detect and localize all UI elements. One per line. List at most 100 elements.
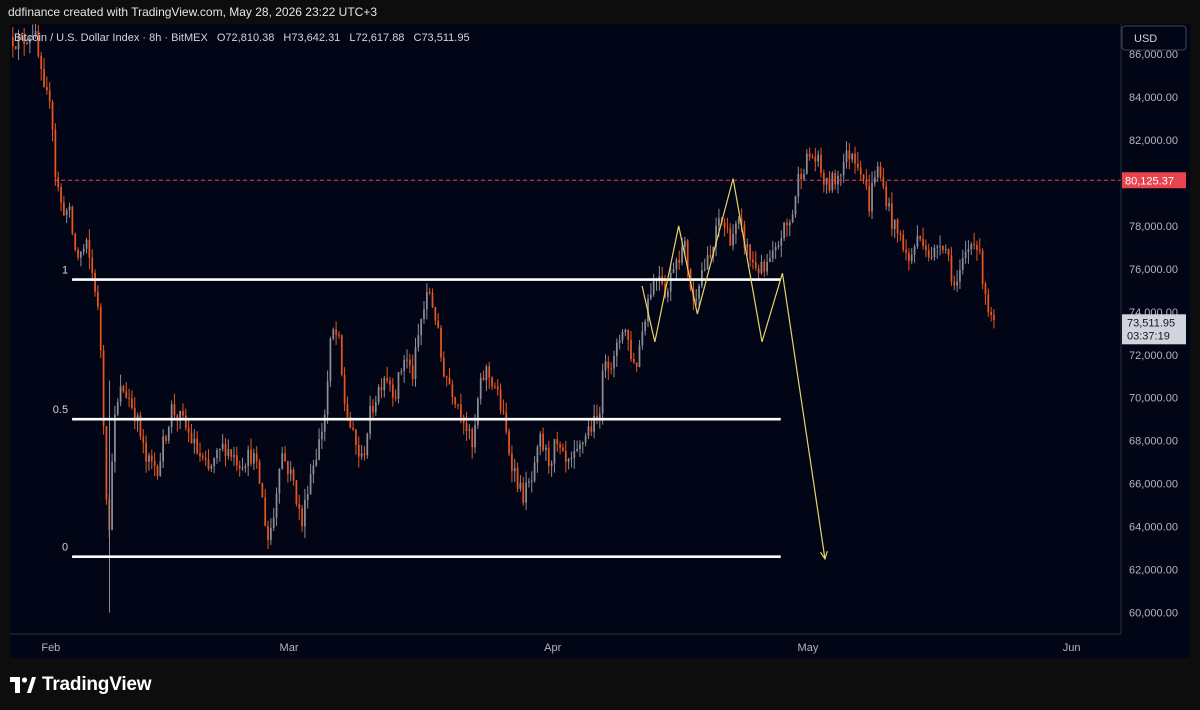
candle-body [400,371,403,373]
candle-body [618,340,621,343]
candle-body [332,329,335,339]
candle-body [919,235,922,239]
candle-body [68,206,71,211]
candle-body [947,249,950,256]
candle-body [604,361,607,371]
candle-body [706,255,709,270]
chart-area[interactable]: 1 0.5 0 60,000.00 62,000.00 64,000.00 66,000.… [10,20,1190,658]
candle-body [658,275,661,280]
time-tick-label: May [798,642,819,654]
projection-arrowhead [819,551,828,561]
candle-body [131,398,133,408]
candle-body [797,173,800,197]
candle-body [811,156,814,158]
candle-body [825,177,828,185]
candle-body [389,380,391,385]
candle-body [822,172,825,185]
price-tick-label: 82,000.00 [1129,135,1178,147]
price-tick-label: 60,000.00 [1129,608,1178,620]
candle-body [116,402,119,415]
candle-body [474,425,476,448]
candle-body [530,480,533,482]
time-axis[interactable]: Feb Mar Apr May Jun [41,642,1080,654]
candle-body [525,482,527,503]
footer: TradingView [0,658,1200,710]
candle-body [201,456,204,458]
candle-body [970,244,973,250]
candle-body [97,291,99,307]
candle-body [216,450,218,459]
candle-body [414,347,417,380]
candle-body [199,453,201,457]
price-tick-label: 70,000.00 [1129,393,1178,405]
candle-body [652,280,655,295]
candle-body [839,175,842,177]
candle-body [397,372,400,399]
candle-body [562,447,564,451]
currency-button[interactable]: USD [1121,25,1187,51]
last-price-badge [1122,314,1186,345]
candle-body [791,214,794,223]
candle-body [343,374,346,404]
candle-body [128,398,130,400]
candle-body [204,457,207,460]
candle-body [411,365,414,380]
candle-body [899,233,902,235]
candle-body [621,332,624,341]
candle-body [964,251,967,259]
candle-body [845,150,848,162]
candle-body [295,480,298,504]
alert-price-label: 80,125.37 [1125,175,1174,187]
candle-body [570,457,573,459]
candle-body [340,335,343,375]
price-axis[interactable]: 60,000.00 62,000.00 64,000.00 66,000.00 68,0… [1122,49,1186,620]
candle-body [703,269,706,271]
candle-body [686,240,689,269]
time-tick-label: Jun [1063,642,1081,654]
candle-body [258,461,261,484]
candle-body [927,250,930,258]
candle-body [780,238,783,246]
currency-label: USD [1134,33,1157,45]
time-tick-label: Feb [41,642,60,654]
candle-body [420,319,423,336]
candle-body [550,463,553,466]
candle-body [403,359,406,372]
ohlc-close: C73,511.95 [414,32,470,44]
candle-body [910,254,913,262]
attribution-bar: ddfinance created with TradingView.com, … [0,0,1200,24]
candle-body [641,331,644,346]
candle-body [576,449,578,451]
candle-body [564,450,567,462]
candle-body [31,35,34,38]
candle-body [876,166,879,178]
candle-body [746,244,749,248]
candle-body [346,403,349,417]
candle-body [133,407,136,422]
candlestick-chart[interactable]: 10.50 60,000.0062,000.0064,000.0066,000.… [10,20,1190,658]
candle-body [218,449,221,451]
candle-body [511,453,513,472]
candle-body [672,269,675,273]
candle-body [630,340,632,359]
candle-body [528,481,530,483]
candle-body [111,461,113,530]
last-price-label: 73,511.95 [1127,317,1175,329]
candle-body [306,494,309,500]
tradingview-logo[interactable]: TradingView [10,674,152,696]
candle-body [210,466,213,469]
candle-body [267,525,269,541]
candle-body [37,31,40,56]
candle-body [11,36,14,47]
candle-body [752,259,754,263]
candle-body [105,426,108,500]
candle-body [695,298,698,301]
candle-body [150,455,153,461]
candle-body [292,469,295,481]
candle-body [65,210,68,216]
candle-body [936,246,939,248]
candle-body [834,173,837,185]
candle-body [522,482,525,503]
candle-body [326,381,329,415]
candle-body [241,468,244,470]
